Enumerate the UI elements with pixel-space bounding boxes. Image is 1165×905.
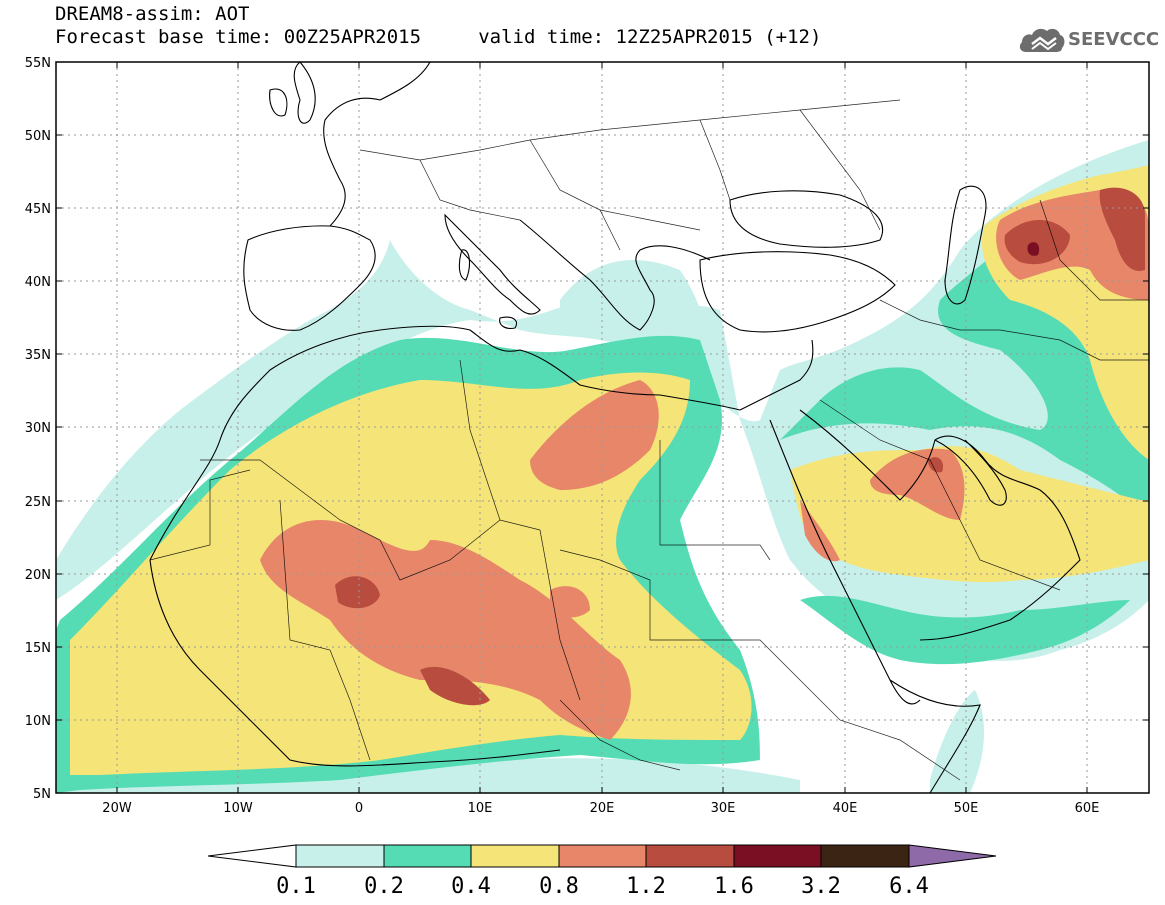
aot-contour-0.1	[560, 260, 704, 350]
colorbar-label: 0.4	[451, 874, 491, 899]
lat-tick-label: 45N	[25, 202, 51, 217]
country-borders	[149, 99, 1149, 781]
colorbar-label: 3.2	[801, 874, 841, 899]
lat-tick-label: 35N	[25, 348, 51, 363]
colorbar-swatch	[558, 844, 647, 868]
aot-contour-1.2	[1099, 187, 1145, 271]
aot-field	[56, 62, 1149, 793]
coastlines	[149, 62, 1081, 793]
colorbar	[207, 844, 997, 868]
aot-contour-0.8	[260, 520, 631, 740]
lat-tick-label: 5N	[33, 787, 51, 802]
lon-tick-label: 20W	[102, 801, 132, 816]
lon-tick-labels: 20W 10W 0 10E 20E 30E 40E 50E 60E	[102, 801, 1099, 816]
lat-tick-label: 20N	[25, 568, 51, 583]
title-line-2: Forecast base time: 00Z25APR2015 valid t…	[55, 26, 822, 48]
colorbar-swatch	[295, 844, 385, 868]
colorbar-label: 1.6	[714, 874, 754, 899]
lat-tick-label: 10N	[25, 714, 51, 729]
colorbar-under-arrow	[207, 844, 297, 868]
lat-lon-grid	[56, 62, 1149, 793]
lat-tick-label: 25N	[25, 495, 51, 510]
aot-contour-1.6	[1027, 242, 1040, 256]
colorbar-swatch	[733, 844, 822, 868]
lat-tick-label: 40N	[25, 275, 51, 290]
aot-contour-0.1	[930, 690, 985, 793]
lon-tick-label: 20E	[590, 801, 615, 816]
lat-tick-labels: 55N 50N 45N 40N 35N 30N 25N 20N 15N 10N …	[25, 56, 51, 802]
cloud-logo-icon	[1019, 28, 1065, 52]
lon-tick-label: 30E	[711, 801, 736, 816]
seevccc-logo: SEEVCCC	[1018, 24, 1160, 58]
aot-contour-1.2	[420, 666, 490, 706]
lon-tick-label: 40E	[833, 801, 858, 816]
colorbar-swatch	[470, 844, 560, 868]
colorbar-label: 1.2	[626, 874, 666, 899]
lon-tick-label: 50E	[954, 801, 979, 816]
colorbar-swatch	[383, 844, 472, 868]
colorbar-label: 0.8	[539, 874, 579, 899]
lat-tick-label: 30N	[25, 421, 51, 436]
lat-tick-label: 55N	[25, 56, 51, 71]
aot-contour-1.2	[335, 576, 380, 609]
aot-contour-0.8	[530, 380, 659, 490]
lon-tick-label: 10E	[468, 801, 493, 816]
logo-text: SEEVCCC	[1068, 29, 1160, 50]
aot-contour-1.2	[928, 457, 944, 473]
colorbar-labels: 0.1 0.2 0.4 0.8 1.2 1.6 3.2 6.4	[276, 874, 929, 899]
lon-tick-label: 10W	[223, 801, 253, 816]
title-line-1: DREAM8-assim: AOT	[55, 3, 250, 25]
aot-contour-0.1	[56, 700, 800, 793]
colorbar-swatch	[820, 844, 910, 868]
colorbar-over-arrow	[908, 844, 997, 868]
colorbar-label: 6.4	[889, 874, 929, 899]
colorbar-label: 0.1	[276, 874, 316, 899]
lon-tick-label: 60E	[1075, 801, 1100, 816]
aot-contour-1.2	[1004, 220, 1070, 265]
colorbar-label: 0.2	[364, 874, 404, 899]
lat-tick-label: 50N	[25, 129, 51, 144]
aot-contour-0.8	[550, 586, 590, 618]
colorbar-swatch	[645, 844, 735, 868]
lon-tick-label: 0	[355, 801, 363, 816]
lat-tick-label: 15N	[25, 641, 51, 656]
